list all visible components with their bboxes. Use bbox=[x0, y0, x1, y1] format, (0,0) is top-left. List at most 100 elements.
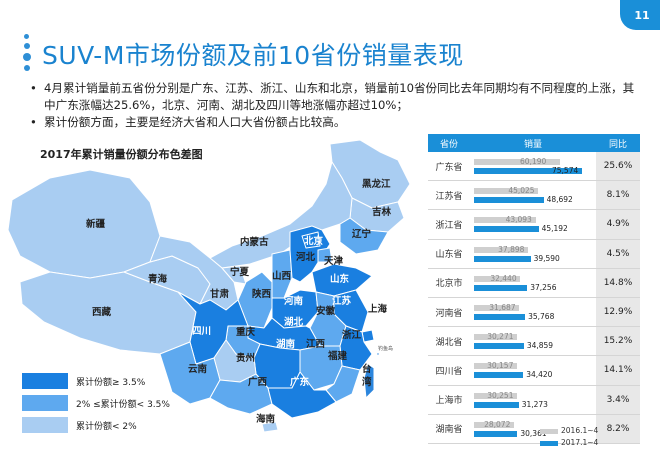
table-row: 湖北省 30,271 34,859 15.2% bbox=[428, 327, 640, 357]
bar-2017 bbox=[474, 197, 544, 204]
bar-2017 bbox=[474, 372, 524, 379]
legend-label-high: 累计份额≥ 3.5% bbox=[76, 377, 146, 388]
bar-2016 bbox=[474, 421, 515, 428]
header-yoy: 同比 bbox=[608, 139, 627, 150]
value-2016: 32,440 bbox=[490, 273, 517, 283]
cell-yoy: 8.1% bbox=[596, 181, 640, 210]
table-row: 山东省 37,898 39,590 4.5% bbox=[428, 239, 640, 269]
diaoyu-island-label: 钓鱼岛 bbox=[378, 345, 393, 352]
label-hebei: 河北 bbox=[296, 251, 316, 263]
province-labels: 黑龙江 吉林 辽宁 新疆 内蒙古 北京 天津 河北 山西 山东 青海 宁夏 甘肃… bbox=[86, 178, 392, 425]
value-2016: 30,251 bbox=[487, 390, 514, 400]
label-qinghai: 青海 bbox=[148, 273, 168, 285]
label-fujian: 福建 bbox=[327, 350, 348, 362]
table-row: 江苏省 45,025 48,692 8.1% bbox=[428, 181, 640, 211]
bar-2017 bbox=[474, 255, 531, 262]
cell-province: 湖北省 bbox=[435, 337, 463, 348]
legend-swatch-high bbox=[22, 373, 68, 389]
diaoyu-island-icon bbox=[376, 352, 380, 356]
bar-2017 bbox=[474, 168, 582, 174]
table-row: 河南省 31,687 35,768 12.9% bbox=[428, 297, 640, 328]
legend-label-new: 2017.1~4 bbox=[561, 438, 599, 447]
legend-row-mid: 2% ≤累计份额< 3.5% bbox=[22, 392, 170, 414]
value-2016: 31,687 bbox=[489, 302, 516, 312]
cell-province: 北京市 bbox=[435, 279, 463, 290]
bullet-list: • 4月累计销量前五省份分别是广东、江苏、浙江、山东和北京，销量前10省份同比去… bbox=[30, 80, 640, 131]
value-2017: 37,256 bbox=[530, 282, 557, 292]
bullet-item: • 累计份额方面，主要是经济大省和人口大省份额占比较高。 bbox=[30, 114, 640, 131]
table-row: 浙江省 43,093 45,192 4.9% bbox=[428, 210, 640, 240]
value-2017: 34,859 bbox=[526, 341, 554, 351]
value-2017: 45,192 bbox=[541, 224, 568, 234]
legend-swatch-new bbox=[540, 440, 558, 446]
value-2017: 30,361 bbox=[520, 428, 547, 438]
label-neimenggu: 内蒙古 bbox=[240, 236, 269, 248]
cell-province: 河南省 bbox=[435, 308, 463, 319]
cell-sales: 30,271 34,859 bbox=[470, 327, 596, 355]
value-2016: 60,190 bbox=[520, 157, 547, 166]
province-tianjin bbox=[317, 247, 333, 263]
cell-yoy: 14.1% bbox=[596, 356, 640, 385]
label-guizhou: 贵州 bbox=[236, 352, 255, 364]
label-jiangsu: 江苏 bbox=[332, 295, 352, 307]
table-row: 广东省 60,190 75,574 25.6% bbox=[428, 152, 640, 182]
value-2017: 48,692 bbox=[546, 195, 573, 205]
label-gansu: 甘肃 bbox=[210, 288, 230, 300]
cell-yoy: 25.6% bbox=[596, 152, 640, 181]
header-sales: 销量 bbox=[523, 139, 542, 150]
cell-yoy: 8.2% bbox=[596, 414, 640, 443]
label-taiwan-1: 台 bbox=[362, 363, 372, 375]
bullet-text: 4月累计销量前五省份分别是广东、江苏、浙江、山东和北京，销量前10省份同比去年同… bbox=[44, 81, 635, 112]
label-hainan: 海南 bbox=[256, 413, 276, 425]
title-decoration-icon bbox=[20, 34, 34, 76]
label-yunnan: 云南 bbox=[188, 363, 208, 375]
table-row: 上海市 30,251 31,273 3.4% bbox=[428, 385, 640, 415]
bar-2016 bbox=[474, 217, 536, 224]
value-2017: 39,590 bbox=[533, 253, 560, 263]
page-number: 11 bbox=[634, 8, 650, 22]
province-hainan bbox=[261, 421, 279, 432]
province-beijing bbox=[301, 231, 321, 249]
table-header: 省份 销量 同比 bbox=[428, 134, 640, 152]
bar-2017 bbox=[474, 401, 519, 408]
cell-sales: 30,251 31,273 bbox=[470, 386, 596, 414]
value-2016: 30,271 bbox=[487, 332, 514, 342]
legend-row-high: 累计份额≥ 3.5% bbox=[22, 370, 170, 392]
cell-sales: 31,687 35,768 bbox=[470, 298, 596, 326]
label-jilin: 吉林 bbox=[372, 206, 392, 218]
cell-sales: 30,157 34,420 bbox=[470, 356, 596, 384]
cell-yoy: 3.4% bbox=[596, 385, 640, 414]
bar-2017 bbox=[474, 313, 526, 320]
cell-province: 山东省 bbox=[435, 250, 463, 261]
label-liaoning: 辽宁 bbox=[352, 228, 372, 240]
label-sichuan: 四川 bbox=[192, 326, 211, 337]
bar-2016 bbox=[474, 363, 518, 370]
value-2017: 35,768 bbox=[528, 311, 555, 321]
bar-2016 bbox=[474, 304, 520, 311]
bar-2017 bbox=[474, 226, 539, 233]
cell-sales: 28,072 30,361 bbox=[470, 415, 596, 443]
page-title: SUV-M市场份额及前10省份销量表现 bbox=[42, 41, 464, 70]
label-shanghai: 上海 bbox=[368, 303, 388, 315]
bar-2017 bbox=[474, 430, 518, 437]
bar-2017 bbox=[474, 343, 524, 350]
cell-sales: 60,190 75,574 bbox=[470, 152, 596, 180]
bar-2016 bbox=[474, 392, 518, 399]
label-shaanxi: 陕西 bbox=[252, 288, 272, 300]
legend-swatch-low bbox=[22, 417, 68, 433]
value-2016: 30,157 bbox=[487, 361, 514, 371]
label-tianjin: 天津 bbox=[324, 255, 344, 267]
label-jiangxi: 江西 bbox=[306, 338, 326, 350]
cell-province: 上海市 bbox=[435, 396, 463, 407]
cell-yoy: 12.9% bbox=[596, 297, 640, 327]
bar-2016 bbox=[474, 275, 521, 282]
cell-province: 四川省 bbox=[435, 366, 463, 377]
label-ningxia: 宁夏 bbox=[230, 266, 250, 278]
label-anhui: 安徽 bbox=[316, 305, 336, 317]
page-number-badge: 11 bbox=[620, 0, 660, 30]
legend-label-low: 累计份额< 2% bbox=[76, 421, 137, 432]
label-guangdong: 广东 bbox=[290, 376, 310, 388]
province-guangdong bbox=[267, 371, 337, 419]
province-hebei bbox=[289, 225, 331, 283]
sales-table: 省份 销量 同比 广东省 60,190 75,574 25.6% 江苏省 45,025 48… bbox=[428, 134, 640, 444]
